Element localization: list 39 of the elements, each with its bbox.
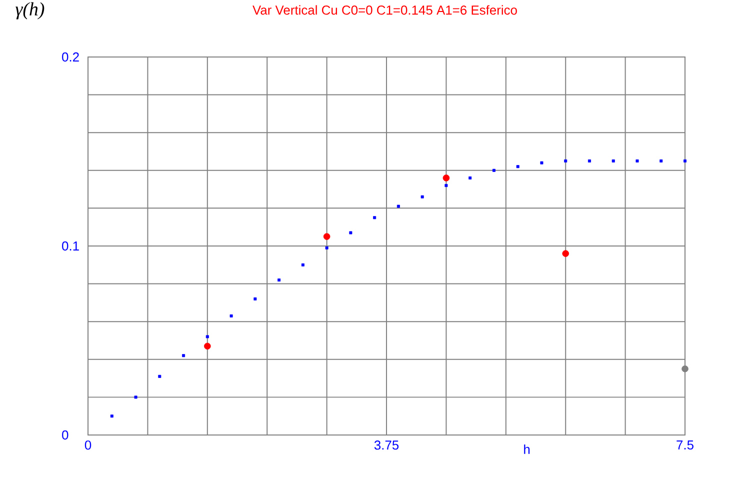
point <box>134 396 138 399</box>
y-tick-label: 0.1 <box>62 241 79 251</box>
point <box>492 168 496 172</box>
point <box>660 159 663 162</box>
point <box>682 365 688 372</box>
point <box>684 159 687 162</box>
point <box>254 297 257 300</box>
point <box>325 246 328 250</box>
point <box>636 159 639 162</box>
point <box>323 233 330 240</box>
point <box>204 342 211 350</box>
point <box>110 414 114 418</box>
point <box>230 314 233 318</box>
point <box>373 216 376 220</box>
point <box>396 204 400 208</box>
point <box>612 159 615 162</box>
x-tick-label: 7.5 <box>676 440 694 450</box>
point <box>206 335 209 338</box>
point <box>182 354 186 358</box>
point <box>444 184 448 188</box>
point <box>468 176 472 180</box>
y-tick-label: 0 <box>62 430 68 440</box>
x-tick-label: 3.75 <box>374 440 399 450</box>
point <box>516 165 520 168</box>
point <box>301 263 304 266</box>
point <box>278 278 281 282</box>
point <box>588 159 591 162</box>
y-tick-label: 0.2 <box>62 52 79 62</box>
point <box>564 159 568 162</box>
point <box>420 195 424 198</box>
point <box>540 161 544 164</box>
point <box>349 231 352 234</box>
chart-title: Var Vertical Cu C0=0 C1=0.145 A1=6 Esferico <box>252 5 517 15</box>
x-tick-label: 0 <box>84 440 92 450</box>
y-axis-title: γ(h) <box>16 2 44 20</box>
point <box>158 374 162 378</box>
point <box>442 174 450 182</box>
x-axis-title: h <box>524 444 530 454</box>
point <box>562 250 570 257</box>
